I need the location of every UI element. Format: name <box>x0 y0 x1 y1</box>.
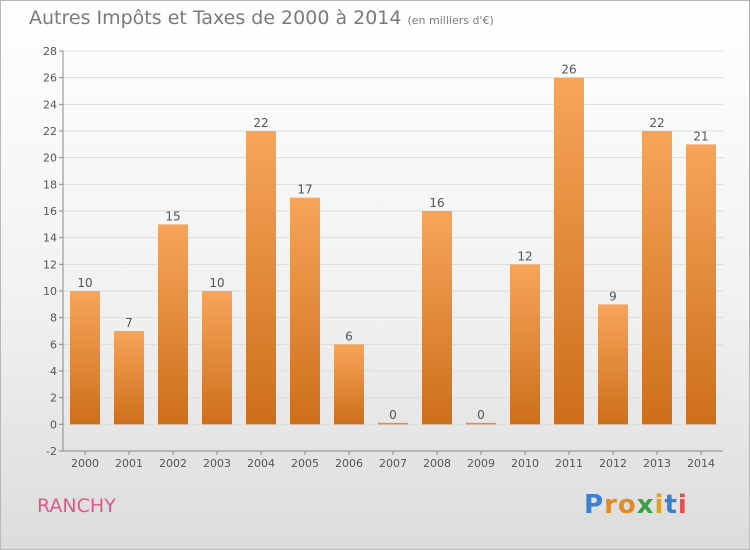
x-tick-label: 2014 <box>687 457 715 470</box>
bar <box>202 291 232 425</box>
x-tick-label: 2004 <box>247 457 275 470</box>
data-label: 16 <box>429 196 444 210</box>
bar <box>246 131 276 425</box>
proxiti-logo[interactable]: Proxiti <box>584 490 688 520</box>
y-tick-label: 18 <box>43 178 57 191</box>
y-tick-label: 10 <box>43 285 57 298</box>
chart-subtitle: (en milliers d'€) <box>407 14 494 27</box>
x-tick-label: 2000 <box>71 457 99 470</box>
bar <box>466 422 496 425</box>
data-label: 17 <box>297 183 312 197</box>
y-tick-label: 6 <box>50 338 57 351</box>
x-tick-label: 2005 <box>291 457 319 470</box>
data-label: 10 <box>209 276 224 290</box>
y-tick-label: 14 <box>43 232 57 245</box>
y-tick-label: 24 <box>43 98 57 111</box>
commune-name: RANCHY <box>37 495 116 517</box>
y-tick-label: 22 <box>43 125 57 138</box>
x-tick-label: 2007 <box>379 457 407 470</box>
y-tick-label: 2 <box>50 392 57 405</box>
bar <box>510 264 540 425</box>
logo-letter: i <box>677 490 688 520</box>
chart-title-text: Autres Impôts et Taxes de 2000 à 2014 <box>29 7 402 29</box>
data-label: 12 <box>517 249 532 263</box>
logo-letter: i <box>654 490 665 520</box>
bar <box>70 291 100 425</box>
y-tick-label: 4 <box>50 365 57 378</box>
chart-title: Autres Impôts et Taxes de 2000 à 2014 (en… <box>29 7 494 29</box>
x-tick-label: 2002 <box>159 457 187 470</box>
logo-letter: t <box>664 490 678 520</box>
bar <box>334 344 364 425</box>
logo-letter: r <box>604 490 618 520</box>
bar <box>686 144 716 425</box>
bar <box>158 224 188 425</box>
y-tick-label: 16 <box>43 205 57 218</box>
bar <box>642 131 672 425</box>
bar <box>598 304 628 425</box>
x-tick-label: 2003 <box>203 457 231 470</box>
data-label: 0 <box>477 408 485 422</box>
bar <box>422 211 452 425</box>
logo-letter: o <box>617 490 637 520</box>
y-tick-label: 8 <box>50 312 57 325</box>
x-tick-label: 2006 <box>335 457 363 470</box>
data-label: 0 <box>389 408 397 422</box>
y-tick-label: 28 <box>43 45 57 58</box>
y-tick-label: 0 <box>50 418 57 431</box>
bar <box>290 197 320 425</box>
x-tick-label: 2011 <box>555 457 583 470</box>
bar <box>554 77 584 425</box>
data-label: 22 <box>649 116 664 130</box>
y-tick-label: 20 <box>43 152 57 165</box>
data-label: 26 <box>561 63 576 77</box>
x-tick-label: 2012 <box>599 457 627 470</box>
bar <box>114 331 144 425</box>
logo-letter: x <box>636 490 655 520</box>
x-tick-label: 2008 <box>423 457 451 470</box>
data-label: 15 <box>165 209 180 223</box>
bar <box>378 422 408 425</box>
data-label: 22 <box>253 116 268 130</box>
data-label: 21 <box>693 129 708 143</box>
data-label: 6 <box>345 329 353 343</box>
data-label: 9 <box>609 289 617 303</box>
x-tick-label: 2010 <box>511 457 539 470</box>
logo-letter: P <box>584 490 605 520</box>
x-tick-label: 2013 <box>643 457 671 470</box>
x-tick-label: 2009 <box>467 457 495 470</box>
x-tick-label: 2001 <box>115 457 143 470</box>
y-tick-label: 26 <box>43 72 57 85</box>
y-tick-label: 12 <box>43 258 57 271</box>
data-label: 10 <box>77 276 92 290</box>
y-tick-label: -2 <box>46 445 57 458</box>
data-label: 7 <box>125 316 133 330</box>
